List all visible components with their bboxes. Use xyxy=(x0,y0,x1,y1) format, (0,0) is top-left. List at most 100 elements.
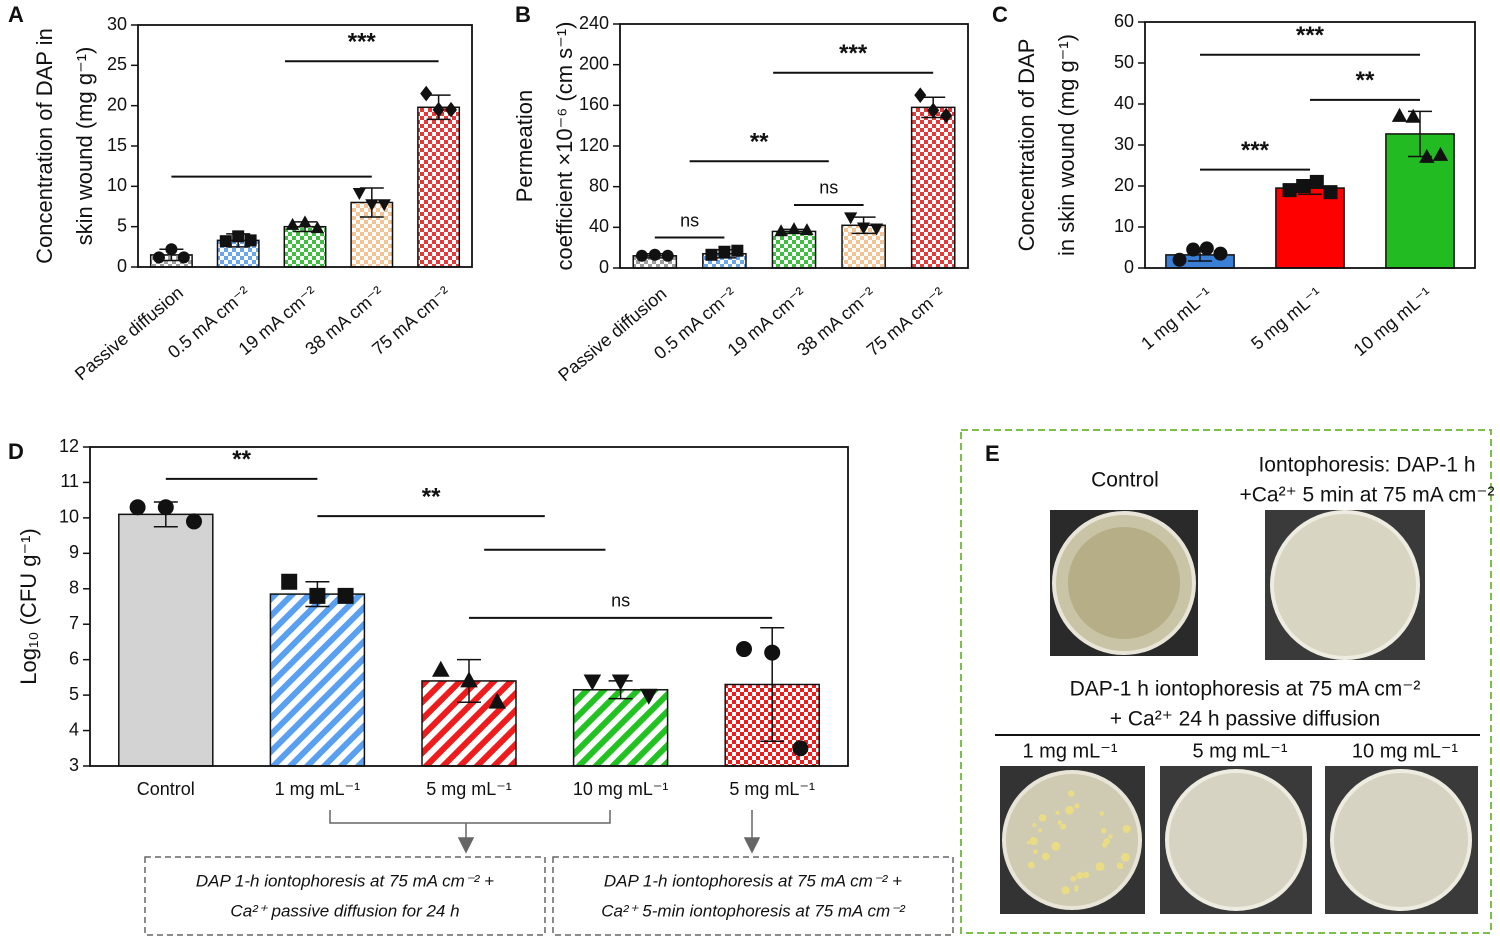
data-point xyxy=(244,234,257,247)
panel-label: D xyxy=(8,439,24,464)
note-box xyxy=(552,856,954,936)
plot-frame xyxy=(89,446,849,767)
data-point xyxy=(736,641,753,658)
bar xyxy=(283,225,327,268)
data-point xyxy=(337,587,354,604)
data-point xyxy=(661,249,674,262)
colony xyxy=(1068,790,1075,797)
significance-label: ** xyxy=(1356,67,1375,94)
data-point xyxy=(792,740,809,757)
y-tick-label: 11 xyxy=(60,471,79,491)
data-point xyxy=(1391,107,1408,122)
colony xyxy=(1061,886,1070,895)
y-tick-label: 5 xyxy=(69,684,79,704)
data-point xyxy=(940,107,953,124)
colony xyxy=(1074,887,1079,892)
petri-dish xyxy=(1270,510,1420,660)
colony xyxy=(1065,805,1074,815)
data-point xyxy=(718,245,731,258)
y-tick-label: 240 xyxy=(579,13,609,33)
y-axis-label: coefficient ×10⁻⁶ (cm s⁻¹) xyxy=(552,22,577,271)
bar xyxy=(417,106,461,268)
y-axis-label: Permeation xyxy=(512,90,537,203)
plate-title: Control xyxy=(1091,469,1159,492)
y-tick-label: 25 xyxy=(107,54,127,74)
data-point xyxy=(488,692,506,709)
colony xyxy=(1103,838,1111,845)
data-point xyxy=(1172,252,1187,267)
data-point xyxy=(764,644,781,661)
y-tick-label: 6 xyxy=(69,648,79,668)
y-tick-label: 30 xyxy=(107,14,127,34)
bar xyxy=(572,689,669,767)
colony xyxy=(1074,803,1080,809)
colonies xyxy=(1026,790,1131,895)
colony xyxy=(1055,810,1060,815)
data-point xyxy=(129,499,146,516)
colony xyxy=(1026,840,1031,845)
petri-dish xyxy=(1330,769,1472,911)
plate-label: 10 mg mL⁻¹ xyxy=(1352,740,1458,762)
data-point xyxy=(432,101,445,118)
data-point xyxy=(731,244,744,257)
colony xyxy=(1076,871,1084,880)
y-tick-label: 120 xyxy=(579,135,609,155)
note: Ca²⁺ 5-min iontophoresis at 75 mA cm⁻² xyxy=(601,901,906,920)
y-tick-label: 5 xyxy=(117,215,127,235)
data-point xyxy=(857,222,871,235)
y-axis-label: Concentration of DAP in xyxy=(32,28,57,264)
colony xyxy=(1070,875,1077,882)
y-tick-label: 10 xyxy=(1114,216,1134,236)
note: DAP 1-h iontophoresis at 75 mA cm⁻² + xyxy=(196,871,494,890)
data-point xyxy=(232,230,245,243)
y-tick-label: 80 xyxy=(589,175,609,195)
colony xyxy=(1108,834,1113,839)
colony xyxy=(1033,849,1038,855)
note: DAP 1-h iontophoresis at 75 mA cm⁻² + xyxy=(604,871,902,890)
data-point xyxy=(800,223,814,236)
colony xyxy=(1099,811,1104,816)
subtitle: + Ca²⁺ 24 h passive diffusion xyxy=(1110,708,1380,731)
significance-label: ** xyxy=(232,446,251,473)
significance-label: *** xyxy=(348,29,377,56)
y-tick-label: 0 xyxy=(599,257,609,277)
colony xyxy=(1118,864,1124,869)
data-point xyxy=(611,674,630,691)
panel-label: E xyxy=(985,441,1000,466)
data-point xyxy=(165,243,178,256)
colony xyxy=(1029,837,1038,846)
significance-label: ns xyxy=(611,591,630,611)
plate-label: 5 mg mL⁻¹ xyxy=(1192,740,1287,762)
plot-frame xyxy=(137,24,473,268)
data-point xyxy=(583,674,602,691)
y-axis-label: Log₁₀ (CFU g⁻¹) xyxy=(16,528,41,685)
colony xyxy=(1032,822,1037,828)
y-tick-label: 20 xyxy=(1114,175,1134,195)
significance-label: ns xyxy=(680,210,699,230)
significance-label: ** xyxy=(750,129,769,156)
plot-frame xyxy=(619,23,969,269)
y-tick-label: 40 xyxy=(1114,93,1134,113)
bar xyxy=(910,106,956,269)
data-point xyxy=(352,187,366,200)
plate-title: +Ca²⁺ 5 min at 75 mA cm⁻² xyxy=(1240,484,1495,507)
significance-label: *** xyxy=(1241,137,1270,164)
data-point xyxy=(310,221,325,234)
y-axis-label: skin wound (mg g⁻¹) xyxy=(72,47,97,246)
data-point xyxy=(1419,148,1435,163)
data-point xyxy=(285,217,300,230)
colony xyxy=(1038,828,1043,833)
colony xyxy=(1051,841,1061,851)
data-point xyxy=(1405,108,1421,123)
colony xyxy=(1041,852,1050,861)
data-point xyxy=(185,513,202,530)
data-point xyxy=(705,248,718,261)
data-point xyxy=(1213,246,1228,261)
note: Ca²⁺ passive diffusion for 24 h xyxy=(230,901,459,920)
panel-label: A xyxy=(8,2,24,27)
y-tick-label: 12 xyxy=(59,436,79,456)
x-tick-label: 10 mg mL⁻¹ xyxy=(573,779,669,799)
x-tick-label: Passive diffusion xyxy=(554,283,670,385)
data-point xyxy=(177,251,190,264)
panel-label: B xyxy=(515,2,531,27)
